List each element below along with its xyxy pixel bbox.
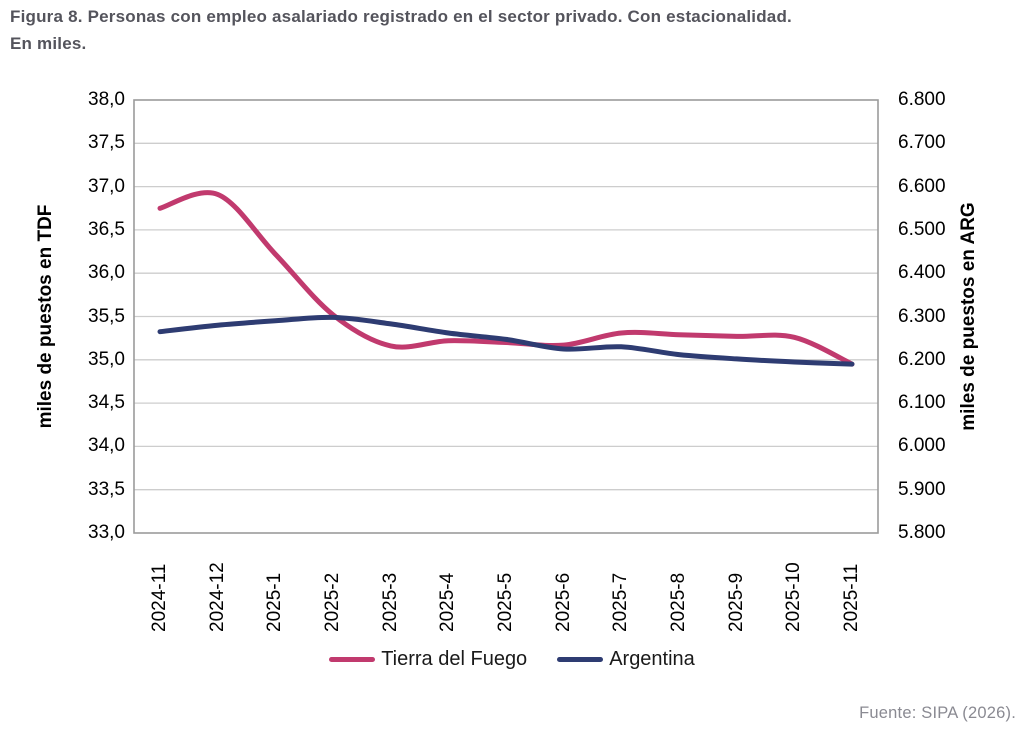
figure-title-line-2: En miles. bbox=[10, 34, 87, 53]
y-axis-right-tick: 6.600 bbox=[898, 175, 946, 197]
y-axis-left-tick: 33,5 bbox=[88, 478, 125, 500]
y-axis-left-tick: 37,5 bbox=[88, 132, 125, 154]
chart-legend: Tierra del Fuego Argentina bbox=[0, 648, 1024, 671]
x-axis-tick: 2025-11 bbox=[841, 563, 862, 632]
x-axis-tick: 2025-9 bbox=[725, 572, 747, 632]
y-axis-left-tick: 36,0 bbox=[88, 262, 125, 284]
y-axis-right-tick: 6.100 bbox=[898, 392, 946, 414]
y-axis-left-tick: 38,0 bbox=[88, 89, 125, 110]
y-axis-left-title: miles de puestos en TDF bbox=[35, 204, 56, 429]
y-axis-right-tick: 6.800 bbox=[898, 89, 946, 110]
y-axis-left-tick: 36,5 bbox=[88, 218, 125, 240]
legend-item-label: Argentina bbox=[609, 648, 695, 670]
x-axis-tick: 2025-5 bbox=[495, 572, 516, 632]
x-axis-tick: 2025-4 bbox=[437, 572, 459, 632]
y-axis-right-tick: 6.000 bbox=[898, 435, 946, 457]
x-axis-tick: 2025-3 bbox=[379, 572, 401, 632]
y-axis-left-tick: 34,0 bbox=[88, 435, 125, 457]
legend-item-argentina: Argentina bbox=[557, 648, 695, 671]
x-axis-tick: 2025-1 bbox=[264, 572, 286, 632]
series-line-tierra-del-fuego bbox=[157, 190, 855, 367]
y-axis-left-tick: 37,0 bbox=[88, 175, 125, 197]
y-axis-right-tick: 6.700 bbox=[898, 132, 946, 154]
y-axis-right-tick: 6.400 bbox=[898, 262, 946, 284]
x-axis-tick: 2025-2 bbox=[322, 572, 343, 632]
y-axis-right-tick: 5.800 bbox=[898, 522, 946, 543]
x-axis-tick: 2025-10 bbox=[783, 562, 805, 632]
figure-title: Figura 8. Personas con empleo asalariado… bbox=[10, 3, 1014, 57]
legend-line-swatch-icon bbox=[329, 657, 376, 662]
y-axis-left-tick: 34,5 bbox=[88, 392, 125, 414]
x-axis-tick: 2024-12 bbox=[206, 562, 228, 632]
series-line-argentina bbox=[157, 314, 855, 367]
y-axis-right-tick: 6.300 bbox=[898, 305, 946, 327]
source-note: Fuente: SIPA (2026). bbox=[859, 704, 1016, 722]
x-axis-tick: 2025-6 bbox=[552, 572, 574, 632]
legend-line-swatch-icon bbox=[557, 657, 604, 662]
y-axis-right-title: miles de puestos en ARG bbox=[958, 202, 979, 431]
y-axis-left-tick: 35,5 bbox=[88, 305, 125, 327]
y-axis-right-tick: 6.500 bbox=[898, 218, 946, 240]
legend-item-tierra-del-fuego: Tierra del Fuego bbox=[329, 648, 527, 671]
y-axis-left-tick: 33,0 bbox=[88, 522, 125, 543]
y-axis-right-tick: 5.900 bbox=[898, 478, 946, 500]
x-axis-tick: 2025-7 bbox=[610, 572, 632, 632]
y-axis-right-tick: 6.200 bbox=[898, 348, 946, 370]
x-axis-tick: 2024-11 bbox=[149, 563, 170, 632]
plot-border bbox=[133, 99, 879, 534]
legend-item-label: Tierra del Fuego bbox=[381, 648, 528, 670]
figure-title-line-1: Figura 8. Personas con empleo asalariado… bbox=[10, 7, 792, 26]
x-axis-tick: 2025-8 bbox=[668, 572, 689, 632]
y-axis-left-tick: 35,0 bbox=[88, 348, 125, 370]
